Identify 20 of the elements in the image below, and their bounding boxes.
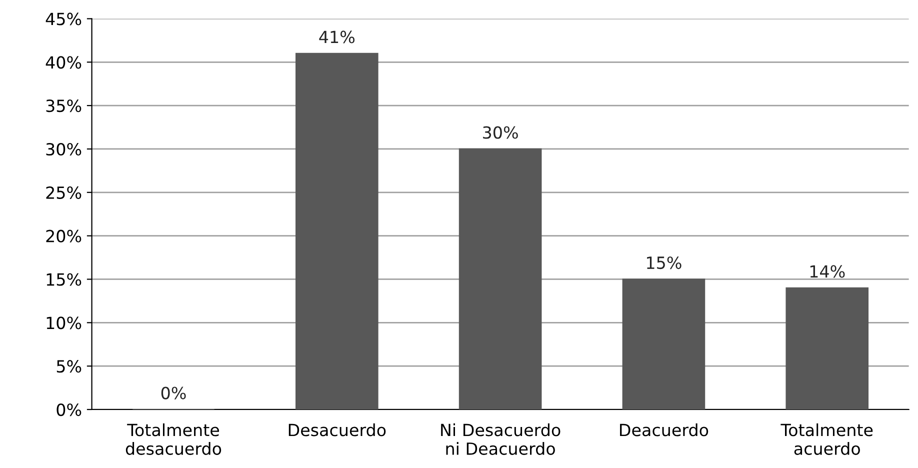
data-label: 30% — [483, 126, 518, 139]
data-label: 0% — [161, 386, 186, 400]
data-label: 14% — [810, 265, 845, 278]
y-tick-label: 5% — [56, 360, 82, 373]
y-tick-label: 35% — [46, 100, 82, 112]
y-tick-label: 10% — [46, 316, 82, 330]
x-tick-label: Totalmente desacuerdo — [126, 423, 222, 455]
data-label: 15% — [647, 256, 682, 270]
y-tick-label: 30% — [46, 142, 82, 156]
y-tick-label: 0% — [56, 403, 82, 416]
y-tick-label: 15% — [46, 273, 82, 286]
y-tick-label: 20% — [46, 230, 82, 242]
x-tick-label: Desacuerdo — [288, 423, 386, 436]
data-label: 41% — [319, 30, 355, 44]
x-tick-label: Deacuerdo — [620, 423, 708, 436]
x-tick-label: Ni Desacuerdo ni Deacuerdo — [441, 423, 560, 455]
x-tick-label: Totalmente acuerdo — [780, 423, 873, 455]
y-tick-label: 45% — [46, 12, 82, 26]
y-tick-label: 25% — [46, 186, 82, 199]
y-tick-label: 40% — [46, 56, 82, 69]
